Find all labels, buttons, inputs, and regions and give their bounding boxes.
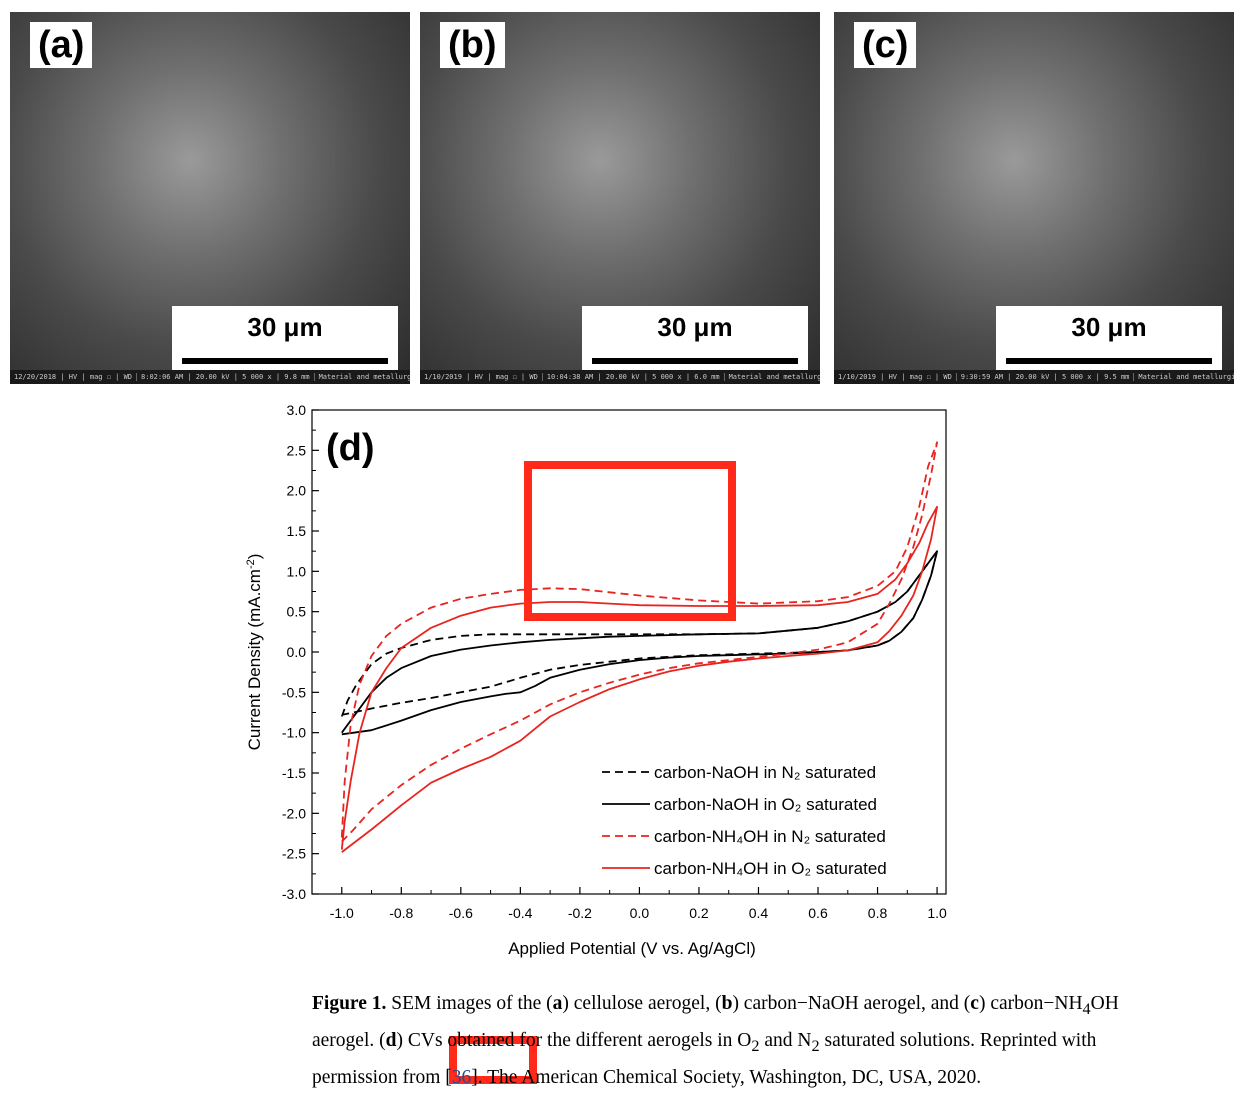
scale-bar-a bbox=[182, 358, 388, 364]
legend-label-1: carbon-NaOH in N₂ saturated bbox=[654, 763, 876, 782]
y-tick-label: -3.0 bbox=[282, 886, 306, 902]
sem-databar-b: 1/10/2019 | HV | mag ☐ | WD 10:04:38 AM |… bbox=[420, 370, 820, 384]
panel-label-b: (b) bbox=[440, 22, 505, 68]
sem-databar-a: 12/20/2018 | HV | mag ☐ | WD 8:02:06 AM |… bbox=[10, 370, 410, 384]
y-tick-label: 3.0 bbox=[287, 402, 307, 418]
panel-label-c: (c) bbox=[854, 22, 917, 68]
y-tick-label: -2.0 bbox=[282, 805, 306, 821]
series-line-4 bbox=[340, 505, 938, 853]
x-tick-label: 0.2 bbox=[689, 905, 709, 921]
scale-bar-b bbox=[592, 358, 798, 364]
scale-box-a: 30 μm bbox=[172, 306, 398, 374]
x-tick-label: 1.0 bbox=[927, 905, 947, 921]
chart-legend: carbon-NaOH in N₂ saturated carbon-NaOH i… bbox=[602, 763, 887, 878]
figure-caption: Figure 1. SEM images of the (a) cellulos… bbox=[312, 988, 1252, 1093]
caption-line-1: Figure 1. SEM images of the (a) cellulos… bbox=[312, 993, 1119, 1018]
scale-text-a: 30 μm bbox=[247, 312, 323, 342]
y-tick-label: -1.5 bbox=[282, 765, 306, 781]
series-line-3 bbox=[340, 441, 938, 843]
caption-line-2: aerogel. (d) CVs obtained for the differ… bbox=[312, 1029, 1097, 1055]
legend-label-2: carbon-NaOH in O₂ saturated bbox=[654, 795, 877, 814]
highlight-box-chart bbox=[524, 461, 736, 621]
x-tick-label: 0.0 bbox=[630, 905, 650, 921]
series-line-1 bbox=[340, 550, 938, 717]
y-tick-label: 2.5 bbox=[287, 442, 307, 458]
y-tick-label: -0.5 bbox=[282, 684, 306, 700]
y-tick-label: 1.0 bbox=[287, 563, 307, 579]
y-tick-label: -2.5 bbox=[282, 846, 306, 862]
sem-image-c: (c) 30 μm 1/10/2019 | HV | mag ☐ | WD 9:3… bbox=[834, 12, 1234, 384]
series-line-2 bbox=[341, 550, 938, 736]
scale-box-c: 30 μm bbox=[996, 306, 1222, 374]
x-tick-label: 0.8 bbox=[868, 905, 888, 921]
x-tick-label: -0.4 bbox=[508, 905, 532, 921]
chart-panel-label: (d) bbox=[326, 427, 375, 469]
sem-image-b: (b) 30 μm 1/10/2019 | HV | mag ☐ | WD 10:… bbox=[420, 12, 820, 384]
x-tick-label: -1.0 bbox=[330, 905, 354, 921]
scale-text-c: 30 μm bbox=[1071, 312, 1147, 342]
x-axis-label: Applied Potential (V vs. Ag/AgCl) bbox=[508, 939, 756, 958]
scale-box-b: 30 μm bbox=[582, 306, 808, 374]
legend-label-4: carbon-NH₄OH in O₂ saturated bbox=[654, 859, 887, 878]
y-tick-label: 2.0 bbox=[287, 483, 307, 499]
y-tick-label: 1.5 bbox=[287, 523, 307, 539]
scale-bar-c bbox=[1006, 358, 1212, 364]
scale-text-b: 30 μm bbox=[657, 312, 733, 342]
y-axis-label: Current Density (mA.cm-2) bbox=[245, 554, 264, 751]
y-tick-label: 0.0 bbox=[287, 644, 307, 660]
x-tick-label: -0.8 bbox=[389, 905, 413, 921]
x-tick-label: 0.6 bbox=[808, 905, 828, 921]
y-tick-label: 0.5 bbox=[287, 604, 307, 620]
legend-label-3: carbon-NH₄OH in N₂ saturated bbox=[654, 827, 886, 846]
y-tick-label: -1.0 bbox=[282, 725, 306, 741]
x-tick-label: 0.4 bbox=[749, 905, 769, 921]
caption-line-3: permission from [36]. The American Chemi… bbox=[312, 1066, 982, 1088]
cv-chart: 3.0 2.5 2.0 1.5 1.0 0.5 0.0 -0.5 -1.0 -1.5 -2.0 -2.… bbox=[245, 402, 947, 958]
x-tick-label: -0.6 bbox=[449, 905, 473, 921]
highlight-box-citation bbox=[449, 1036, 537, 1084]
sem-databar-c: 1/10/2019 | HV | mag ☐ | WD 9:30:59 AM | … bbox=[834, 370, 1234, 384]
panel-label-a: (a) bbox=[30, 22, 93, 68]
x-tick-label: -0.2 bbox=[568, 905, 592, 921]
sem-image-a: (a) 30 μm 12/20/2018 | HV | mag ☐ | WD 8:… bbox=[10, 12, 410, 384]
citation-link[interactable]: 36 bbox=[451, 1066, 472, 1088]
